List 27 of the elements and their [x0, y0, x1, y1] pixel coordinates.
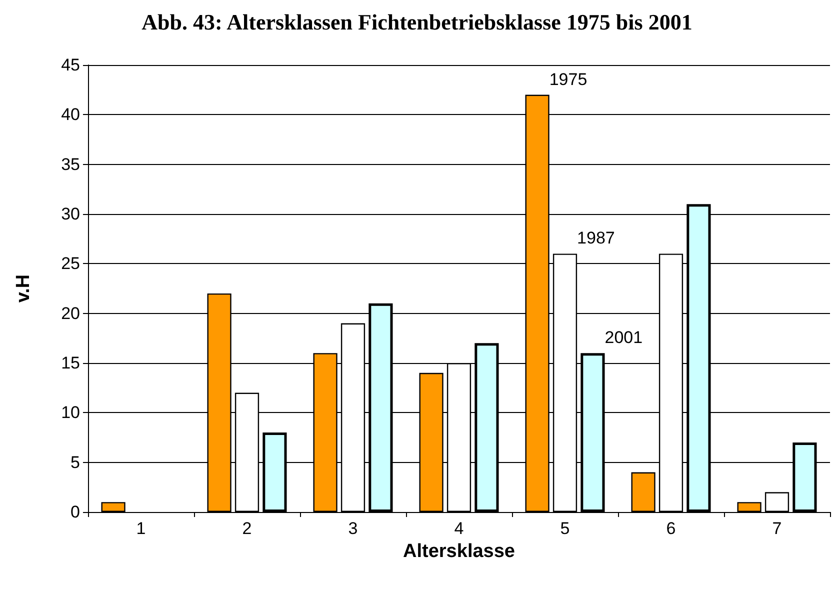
x-tick-label: 6 [666, 519, 676, 538]
y-tick-label: 25 [61, 254, 80, 274]
x-tick-label: 4 [454, 519, 464, 538]
bar [764, 492, 790, 512]
x-tick-label: 1 [136, 519, 146, 538]
y-tick-label: 20 [61, 304, 80, 323]
y-tick-label: 15 [61, 354, 80, 372]
series-label: 1975 [549, 70, 588, 89]
x-tick-label: 5 [560, 519, 570, 538]
y-tick-label: 45 [61, 56, 80, 74]
series-label: 1987 [577, 228, 615, 248]
y-tick-label: 40 [61, 105, 80, 124]
y-tick-label: 30 [61, 204, 80, 224]
x-tick-label: 7 [772, 519, 782, 538]
y-tick-label: 10 [61, 403, 80, 422]
y-tick-label: 35 [61, 154, 80, 174]
y-tick-label: 0 [70, 502, 80, 522]
y-tick-label: 5 [70, 452, 80, 472]
x-tick-label: 3 [348, 519, 358, 538]
y-axis-title: v.H [13, 274, 34, 303]
x-axis-title: Altersklasse [403, 541, 515, 562]
bar [631, 472, 656, 512]
x-tick-label: 2 [242, 519, 252, 538]
series-label: 2001 [604, 328, 643, 348]
bar [737, 502, 762, 512]
bar [101, 502, 126, 512]
chart-title: Abb. 43: Altersklassen Fichtenbetriebsklasse 1975 bis 2001 [142, 10, 692, 34]
